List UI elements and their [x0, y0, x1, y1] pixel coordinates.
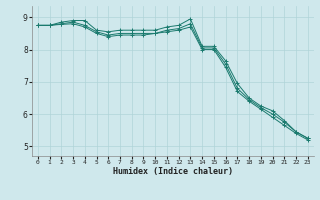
- X-axis label: Humidex (Indice chaleur): Humidex (Indice chaleur): [113, 167, 233, 176]
